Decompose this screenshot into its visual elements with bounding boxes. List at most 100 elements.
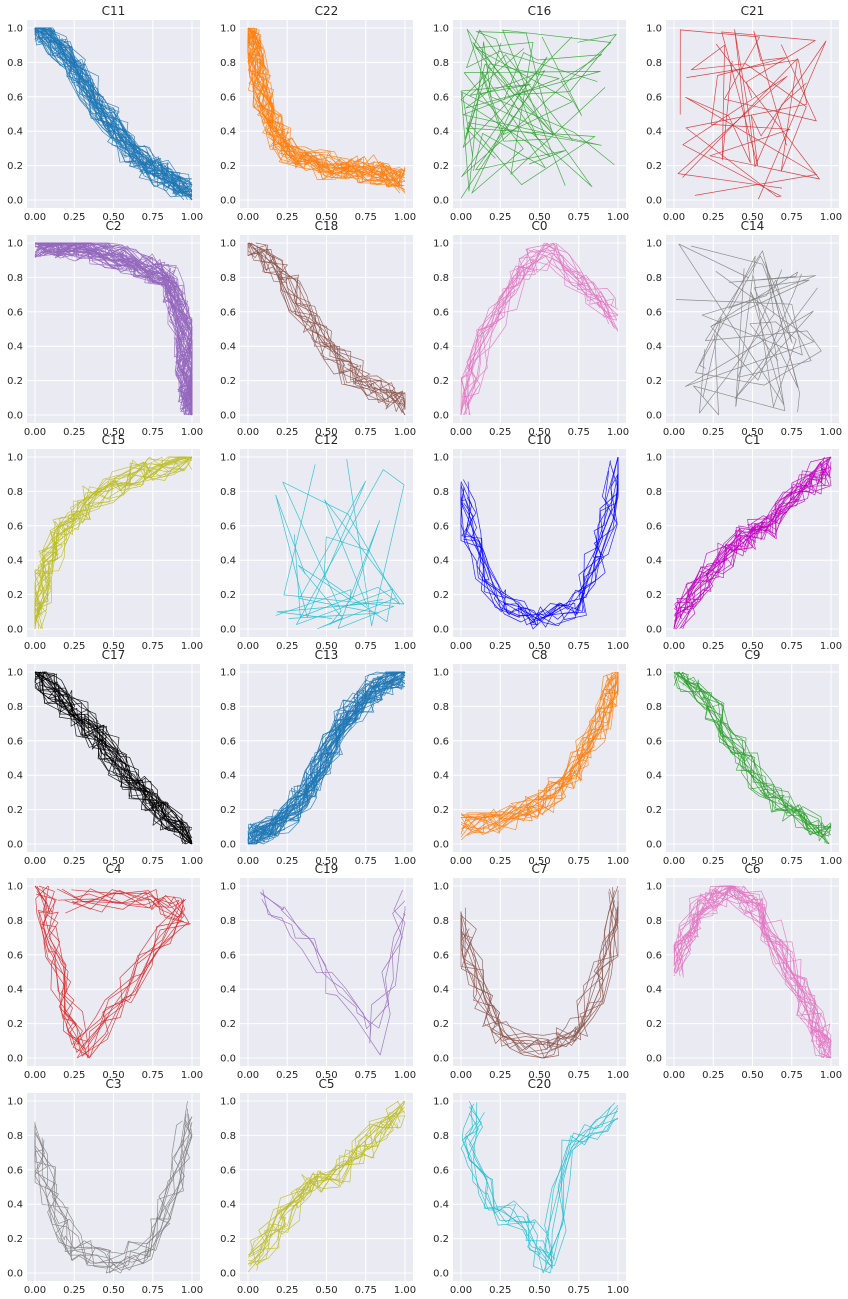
x-tick-label: 0.75 — [142, 1070, 164, 1081]
y-tick-label: 0.8 — [7, 58, 23, 69]
trajectory-line — [673, 885, 830, 1059]
trajectory-group — [247, 1100, 406, 1273]
panel-c20: 0.00 0.25 0.50 0.75 1.00 0.0 0.2 0.4 0.6 0.8 1.0 C2… — [433, 1077, 629, 1296]
y-tick-label: 0.8 — [220, 1131, 236, 1142]
x-tick-label: 0.00 — [237, 856, 259, 867]
trajectory-line — [247, 242, 406, 410]
x-tick-label: 0.25 — [63, 427, 85, 438]
y-tick-label: 0.2 — [646, 590, 662, 601]
trajectory-line — [468, 1104, 619, 1260]
y-tick-label: 0.8 — [7, 273, 23, 284]
x-tick-label: 0.00 — [450, 212, 472, 223]
y-tick-label: 1.0 — [220, 882, 236, 893]
y-tick-label: 0.4 — [433, 127, 449, 138]
y-tick-label: 0.4 — [7, 985, 23, 996]
x-tick-label: 1.00 — [820, 641, 842, 652]
trajectory-group — [460, 456, 619, 630]
x-tick-label: 0.00 — [450, 1285, 472, 1296]
trajectory-line — [261, 899, 406, 1029]
y-tick-label: 0.0 — [433, 196, 449, 207]
y-tick-label: 0.8 — [646, 702, 662, 713]
trajectory-group — [460, 671, 619, 841]
y-tick-label: 0.0 — [7, 840, 23, 851]
x-tick-label: 0.75 — [781, 427, 803, 438]
trajectory-group — [673, 456, 832, 630]
x-tick-label: 0.25 — [489, 1070, 511, 1081]
trajectory-line — [247, 242, 406, 405]
y-tick-label: 0.2 — [220, 1019, 236, 1030]
trajectory-line — [38, 885, 184, 1058]
trajectory-line — [247, 671, 405, 844]
trajectory-line — [466, 676, 618, 836]
y-tick-label: 0.8 — [7, 916, 23, 927]
y-tick-label: 0.4 — [220, 1200, 236, 1211]
y-tick-label: 1.0 — [646, 239, 662, 250]
panel-title: C0 — [531, 219, 547, 233]
trajectory-line — [460, 889, 619, 1054]
trajectory-line — [460, 680, 619, 821]
panel-title: C19 — [315, 862, 339, 876]
y-tick-label: 1.0 — [433, 882, 449, 893]
x-tick-label: 0.00 — [24, 212, 46, 223]
y-tick-label: 1.0 — [646, 453, 662, 464]
y-tick-label: 0.4 — [646, 556, 662, 567]
x-tick-label: 1.00 — [607, 641, 629, 652]
y-tick-label: 0.4 — [646, 342, 662, 353]
x-tick-label: 0.00 — [237, 212, 259, 223]
panel-c22: 0.00 0.25 0.50 0.75 1.00 0.0 0.2 0.4 0.6 0.8 1.0 C2… — [220, 4, 416, 223]
trajectory-line — [676, 671, 832, 838]
y-tick-label: 0.4 — [433, 342, 449, 353]
y-tick-label: 0.0 — [646, 1054, 662, 1065]
y-tick-label: 0.8 — [7, 1131, 23, 1142]
y-tick-label: 0.0 — [433, 1269, 449, 1280]
y-tick-label: 0.6 — [646, 92, 662, 103]
trajectory-line — [460, 905, 618, 1048]
panel-title: C18 — [315, 219, 339, 233]
x-tick-label: 0.00 — [237, 641, 259, 652]
y-tick-label: 1.0 — [7, 668, 23, 679]
x-tick-label: 0.00 — [450, 1070, 472, 1081]
trajectory-group — [34, 671, 193, 845]
x-tick-label: 0.75 — [568, 641, 590, 652]
y-tick-label: 1.0 — [220, 239, 236, 250]
y-tick-label: 0.2 — [220, 376, 236, 387]
trajectory-line — [34, 885, 184, 1043]
trajectory-line — [36, 671, 193, 845]
y-tick-label: 0.2 — [646, 161, 662, 172]
x-tick-label: 0.75 — [781, 212, 803, 223]
x-tick-label: 0.25 — [702, 641, 724, 652]
panel-title: C9 — [744, 648, 760, 662]
x-tick-label: 0.50 — [102, 212, 124, 223]
y-tick-label: 1.0 — [220, 668, 236, 679]
y-tick-label: 0.4 — [646, 127, 662, 138]
trajectory-line — [256, 245, 406, 404]
y-tick-label: 1.0 — [7, 24, 23, 35]
panel-title: C13 — [315, 648, 339, 662]
trajectory-line — [460, 681, 619, 818]
x-tick-label: 0.25 — [489, 641, 511, 652]
trajectory-line — [460, 41, 615, 192]
trajectory-line — [465, 671, 614, 821]
x-tick-label: 0.25 — [489, 427, 511, 438]
y-tick-label: 1.0 — [433, 1097, 449, 1108]
x-tick-label: 0.25 — [702, 427, 724, 438]
x-tick-label: 0.00 — [450, 641, 472, 652]
x-tick-label: 0.25 — [489, 212, 511, 223]
panel-title: C15 — [102, 433, 126, 447]
trajectory-line — [247, 28, 403, 181]
y-tick-label: 0.6 — [220, 521, 236, 532]
trajectory-line — [34, 27, 193, 197]
trajectory-line — [467, 1100, 619, 1274]
y-tick-label: 0.8 — [433, 58, 449, 69]
trajectory-line — [460, 888, 617, 1052]
trajectory-line — [41, 1119, 193, 1271]
trajectory-line — [463, 460, 611, 626]
x-tick-label: 0.75 — [142, 856, 164, 867]
x-tick-label: 0.25 — [276, 641, 298, 652]
trajectory-line — [679, 467, 832, 630]
trajectory-line — [461, 31, 554, 157]
panel-title: C7 — [531, 862, 547, 876]
x-tick-label: 1.00 — [820, 1070, 842, 1081]
trajectory-line — [247, 243, 406, 416]
y-tick-label: 0.6 — [220, 92, 236, 103]
